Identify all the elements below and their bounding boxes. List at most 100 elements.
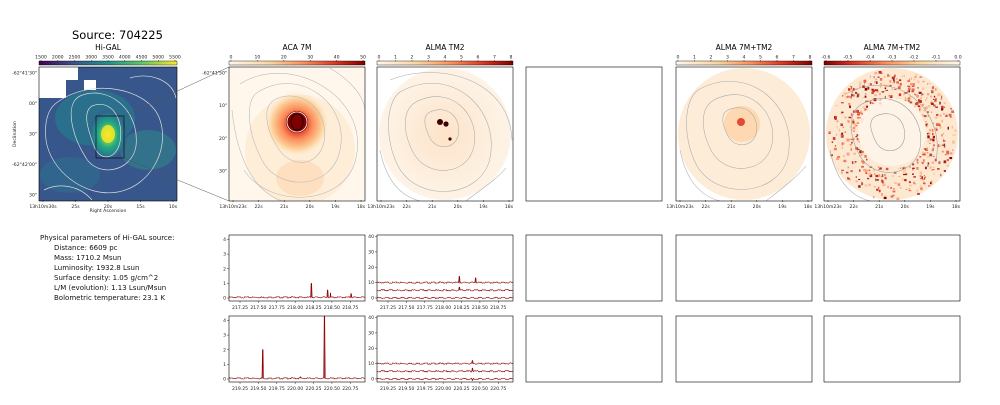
spectrum-y-tick-label: 0 xyxy=(371,377,374,383)
x-tick-label: 10s xyxy=(169,204,178,210)
colorbar-tick-label: 0 xyxy=(378,55,381,61)
empty-panel-top xyxy=(525,66,663,202)
aca-colorbar-ticks: 0 10 20 30 40 50 xyxy=(230,55,366,62)
spectrum-y-tick-label: 3 xyxy=(223,333,226,339)
spectrum-y-tick-label: 20 xyxy=(368,265,374,271)
spectrum-x-tick-label: 220.75 xyxy=(342,386,358,392)
y-tick-label: 30" xyxy=(29,132,37,138)
tm2-colorbar xyxy=(376,60,514,66)
colorbar-tick-label: 3 xyxy=(726,55,729,61)
spectrum-trace xyxy=(228,283,366,299)
spectrum-x-tick-label: 220.25 xyxy=(306,386,322,392)
colorbar-tick-label: 50 xyxy=(360,55,366,61)
higal-y-ticks: -62°41'30" 00" 30" -62°42'00" 30" xyxy=(12,71,37,199)
tm2-7m-panel: ALMA 7M+TM2 0 1 2 3 4 5 6 7 8 13h10m23s 22s 21s 20s… xyxy=(666,43,812,210)
colorbar-tick-label: 4500 xyxy=(136,55,148,61)
aca-x-ticks: 13h10m23s 22s 21s 20s 19s 18s xyxy=(219,200,366,210)
spectrum-trace xyxy=(376,360,514,365)
spectrum-x-tick-label: 219.50 xyxy=(250,386,266,392)
x-tick-label: 18s xyxy=(357,204,366,210)
spectrum-x-tick-label: 219.75 xyxy=(269,386,285,392)
colorbar-tick-label: -0.4 xyxy=(866,55,875,61)
tm2-7m-x-ticks: 13h10m23s 22s 21s 20s 19s 18s xyxy=(666,200,813,210)
spectrum-x-tick-label: 218.25 xyxy=(454,305,470,311)
colorbar-tick-label: 1500 xyxy=(35,55,47,61)
physical-line: Mass: 1710.2 Msun xyxy=(54,254,121,262)
y-tick-label: 10" xyxy=(219,103,227,109)
aca-panel: ACA 7M 0 10 20 30 40 50 -62°41'50" 10" 20" 30" 1… xyxy=(202,43,366,210)
spectrum-frame-r2-c2 xyxy=(376,315,514,383)
y-tick-label: 30" xyxy=(219,169,227,175)
x-tick-label: 25s xyxy=(71,204,80,210)
y-tick-label: -62°41'30" xyxy=(12,71,37,77)
spectrum-frame-r1-c5 xyxy=(823,234,961,302)
spectrum-trace xyxy=(376,286,514,292)
tm2-7m-image xyxy=(676,67,812,201)
spectrum-y-tick-label: 3 xyxy=(223,252,226,258)
tm2-title: ALMA TM2 xyxy=(425,43,464,52)
spectrum-x-tick-label: 218.75 xyxy=(490,305,506,311)
spectrum-trace xyxy=(376,377,514,381)
tm2-7m-b-colorbar xyxy=(823,60,961,66)
spectrum-x-tick-label: 220.25 xyxy=(454,386,470,392)
x-tick-label: 13h10m23s xyxy=(219,204,247,210)
tm2-7m-b-image xyxy=(824,67,960,201)
spectrum-x-tick-label: 220.50 xyxy=(472,386,488,392)
colorbar-tick-label: 1 xyxy=(394,55,397,61)
colorbar-tick-label: 5000 xyxy=(152,55,164,61)
higal-title: Hi-GAL xyxy=(95,43,122,52)
spectrum-y-tick-label: 0 xyxy=(223,296,226,302)
higal-colorbar-ticks: 1500 2000 2500 3000 3500 4000 4500 5000 5500 xyxy=(35,55,181,62)
tm2-image xyxy=(377,67,513,201)
x-tick-label: 21s xyxy=(875,204,884,210)
spectrum-y-tick-label: 0 xyxy=(371,296,374,302)
spectrum-x-tick-label: 219.25 xyxy=(232,386,248,392)
aca-image xyxy=(229,67,365,201)
x-tick-label: 19s xyxy=(778,204,787,210)
colorbar-tick-label: -0.6 xyxy=(822,55,831,61)
spectrum-x-tick-label: 217.50 xyxy=(398,305,414,311)
x-tick-label: 22s xyxy=(701,204,710,210)
x-tick-label: 22s xyxy=(254,204,263,210)
colorbar-tick-label: 2500 xyxy=(69,55,81,61)
y-tick-label: 00" xyxy=(29,101,37,107)
tm2-7m-b-x-ticks: 13h10m23s 22s 21s 20s 19s 18s xyxy=(814,200,961,210)
colorbar-tick-label: 2 xyxy=(411,55,414,61)
spectrum-x-tick-label: 217.50 xyxy=(250,305,266,311)
tm2-7m-colorbar-ticks: 0 1 2 3 4 5 6 7 8 xyxy=(677,55,812,62)
tm2-7m-b-panel: ALMA 7M+TM2 -0.6 -0.5 -0.4 -0.3 -0.2 -0.1 0.0 … xyxy=(814,43,961,210)
spectrum-trace xyxy=(376,296,514,300)
spectrum-y-tick-label: 2 xyxy=(223,347,226,353)
spectrum-x-tick-label: 218.00 xyxy=(435,305,451,311)
x-tick-label: 13h10m23s xyxy=(367,204,395,210)
spectrum-frame-r2-c3 xyxy=(525,315,663,383)
spectrum-x-tick-label: 220.00 xyxy=(435,386,451,392)
spectrum-y-tick-label: 1 xyxy=(223,362,226,368)
tm2-x-ticks: 13h10m23s 22s 21s 20s 19s 18s xyxy=(367,200,514,210)
spectrum-y-tick-label: 4 xyxy=(223,318,226,324)
x-tick-label: 13h10m23s xyxy=(814,204,842,210)
spectrum-trace xyxy=(228,315,366,380)
higal-panel: Hi-GAL 1500 2000 2500 3000 3500 4000 4500 5000 5… xyxy=(12,43,181,214)
x-tick-label: 20s xyxy=(753,204,762,210)
x-tick-label: 19s xyxy=(331,204,340,210)
x-tick-label: 18s xyxy=(804,204,813,210)
spectrum-y-tick-label: 0 xyxy=(223,377,226,383)
colorbar-tick-label: 40 xyxy=(334,55,340,61)
x-tick-label: 19s xyxy=(479,204,488,210)
colorbar-tick-label: 4 xyxy=(444,55,447,61)
x-tick-label: 20s xyxy=(104,204,113,210)
spectrum-y-tick-label: 10 xyxy=(368,361,374,367)
tm2-colorbar-ticks: 0 1 2 3 4 5 6 7 8 xyxy=(378,55,513,62)
y-tick-label: 20" xyxy=(219,136,227,142)
spectrum-trace xyxy=(376,367,514,373)
spectrum-frame-r1-c2 xyxy=(376,234,514,302)
colorbar-tick-label: -0.1 xyxy=(932,55,941,61)
tm2-7m-b-title: ALMA 7M+TM2 xyxy=(864,43,921,52)
colorbar-tick-label: -0.2 xyxy=(910,55,919,61)
colorbar-tick-label: 3000 xyxy=(85,55,97,61)
x-tick-label: 21s xyxy=(280,204,289,210)
x-tick-label: 18s xyxy=(952,204,961,210)
colorbar-tick-label: 10 xyxy=(254,55,260,61)
spectrum-y-tick-label: 40 xyxy=(368,234,374,240)
